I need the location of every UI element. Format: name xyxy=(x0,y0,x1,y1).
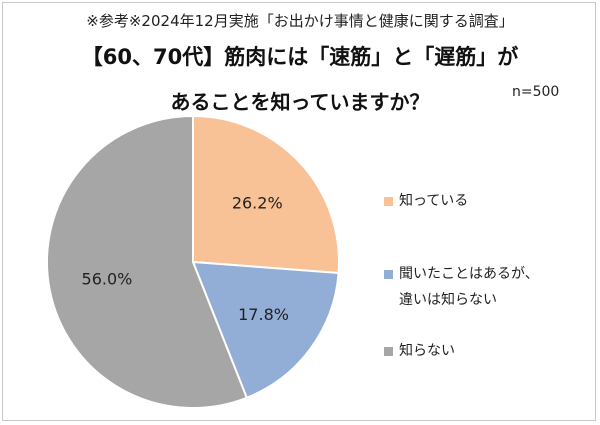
chart-title-line-1: 【60、70代】筋肉には「速筋」と「遅筋」が xyxy=(81,45,519,69)
survey-note: ※参考※2024年12月実施「お出かけ事情と健康に関する調査」 xyxy=(86,12,514,30)
data-label-know: 26.2% xyxy=(232,193,283,212)
legend-label-heard-line2: 違いは知らない xyxy=(399,292,497,308)
chart-title-line-2: あることを知っていますか？ xyxy=(170,90,430,114)
pie-slice-dont-know xyxy=(46,114,249,409)
data-label-dont-know: 56.0% xyxy=(82,269,133,288)
legend-swatch-dont-know xyxy=(384,347,393,356)
legend-swatch-heard xyxy=(384,270,393,279)
legend-label-heard-line1: 聞いたことはあるが、 xyxy=(399,266,539,282)
pie-slice-know xyxy=(192,114,340,275)
data-label-heard: 17.8% xyxy=(238,305,289,324)
legend-label-dont-know: 知らない xyxy=(399,343,455,359)
pie-slice-heard xyxy=(191,260,340,400)
sample-size-label: n=500 xyxy=(512,84,560,100)
legend-swatch-know xyxy=(384,197,393,206)
legend-label-know: 知っている xyxy=(399,193,469,209)
